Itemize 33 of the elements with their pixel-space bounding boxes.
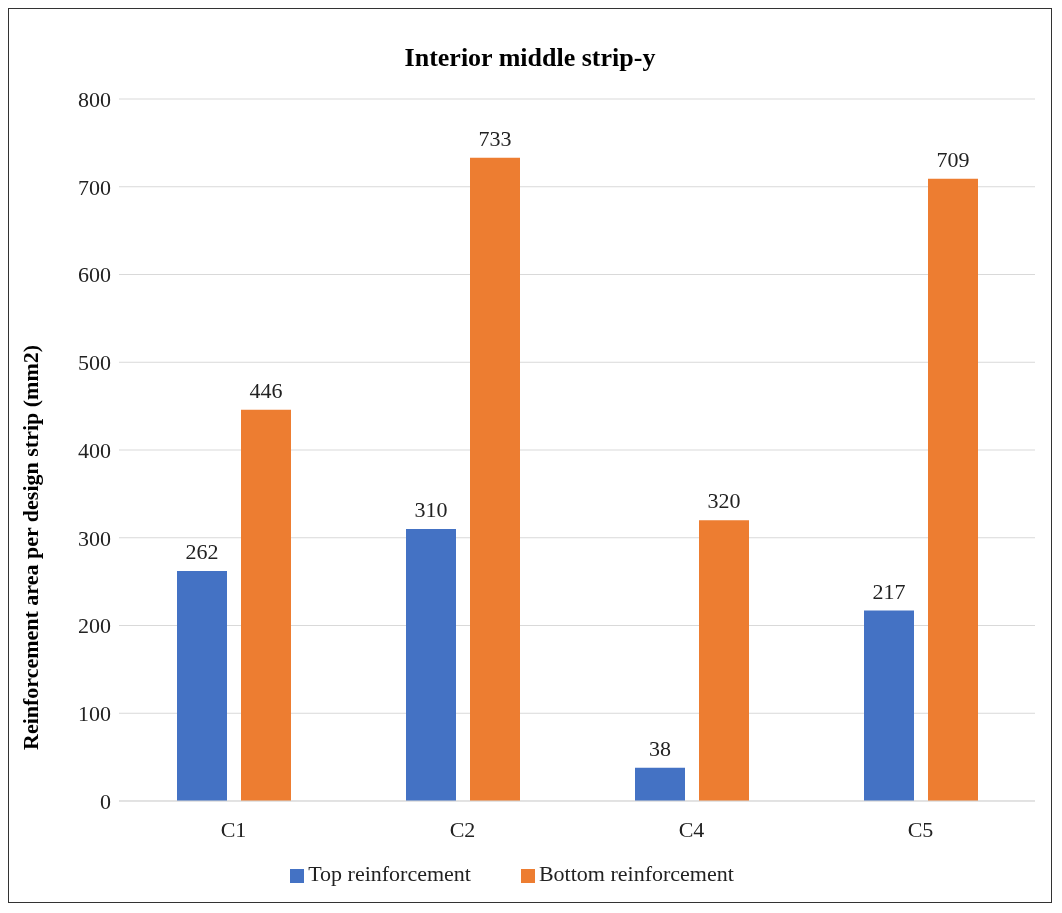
y-tick-label: 500 <box>78 350 111 376</box>
y-tick-label: 300 <box>78 525 111 551</box>
data-label: 320 <box>707 488 741 514</box>
bar <box>699 520 749 801</box>
data-label: 217 <box>872 578 906 604</box>
x-tick-label: C2 <box>449 816 476 842</box>
y-tick-label: 400 <box>78 437 111 463</box>
y-tick-label: 700 <box>78 174 111 200</box>
y-tick-label: 800 <box>78 86 111 112</box>
y-tick-label: 0 <box>100 788 111 814</box>
legend-label: Top reinforcement <box>308 861 471 886</box>
legend-label: Bottom reinforcement <box>538 861 734 886</box>
chart-title: Interior middle strip-y <box>403 43 657 74</box>
y-tick-label: 600 <box>78 262 111 288</box>
data-label: 38 <box>649 735 671 761</box>
data-label: 709 <box>936 146 970 172</box>
bar <box>470 157 520 801</box>
bar <box>177 571 227 801</box>
data-label: 310 <box>414 496 448 522</box>
x-tick-label: C4 <box>678 816 705 842</box>
bar <box>635 767 685 801</box>
y-tick-label: 200 <box>78 613 111 639</box>
data-label: 446 <box>249 377 283 403</box>
bar <box>241 409 291 801</box>
bar <box>406 528 456 801</box>
y-tick-label: 100 <box>78 701 111 727</box>
bar <box>864 610 914 801</box>
x-tick-label: C5 <box>907 816 934 842</box>
bar <box>928 178 978 801</box>
data-label: 262 <box>185 539 219 565</box>
y-axis-title: Reinforcement area per design strip (mm2) <box>17 344 43 750</box>
data-label: 733 <box>478 125 512 151</box>
x-tick-label: C1 <box>220 816 247 842</box>
